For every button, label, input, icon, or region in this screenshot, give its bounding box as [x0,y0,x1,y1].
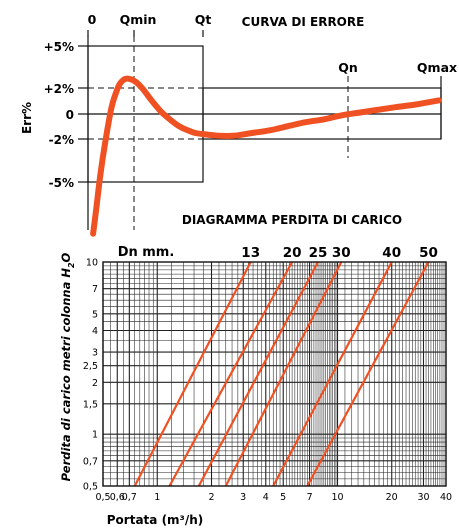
loss-x-tick-label: 0,5 [95,492,110,503]
dn-25-line [197,261,319,487]
error-y-tick-label: +5% [44,40,74,54]
loss-x-tick-label: 5 [280,492,286,503]
dn-20-line [168,261,294,487]
pressure-loss-chart: DIAGRAMMA PERDITA DI CARICO Dn mm. Perdi… [59,213,452,527]
dn-13-label: 13 [241,245,260,261]
loss-y-tick-label: 2 [92,378,98,389]
loss-x-tick-label: 0,6 [110,492,125,503]
error-curve-line [90,75,442,237]
loss-x-tick-label: 0,7 [122,492,137,503]
error-x-marker-label: Qn [338,60,358,75]
loss-plot-border [102,261,447,487]
loss-x-tick-label: 7 [307,492,313,503]
error-y-tick-label: -5% [49,176,74,190]
loss-y-tick-label: 1,5 [83,399,98,410]
loss-y-tick-label: 10 [86,258,98,269]
dn-25-label: 25 [309,245,328,261]
loss-y-tick-label: 4 [92,326,98,337]
dn-50-line [306,261,430,487]
loss-y-tick-label: 2,5 [83,361,98,372]
loss-x-tick-label: 3 [240,492,246,503]
dn-30-line [224,261,343,487]
dn-13-line [133,261,252,487]
loss-x-tick-label: 40 [440,492,452,503]
dn-30-label: 30 [332,245,351,261]
loss-x-tick-label: 20 [386,492,398,503]
loss-y-label-main: Perdita di carico metri colonna H [59,268,73,482]
dn-caption: Dn mm. [118,245,175,260]
error-x-marker-label: Qmax [417,60,457,75]
loss-y-tick-label: 3 [92,348,98,359]
loss-y-tick-label: 0,5 [83,482,98,493]
loss-x-tick-label: 2 [208,492,214,503]
loss-y-tick-label: 7 [92,284,98,295]
loss-y-label-end: O [59,252,73,262]
error-y-tick-label: 0 [66,108,74,122]
loss-x-axis-label: Portata (m³/h) [107,513,203,527]
dn-50-label: 50 [419,245,438,261]
loss-y-tick-label: 5 [92,309,98,320]
error-x-marker-label: Qt [195,12,212,27]
loss-y-tick-label: 0,7 [83,456,98,467]
loss-y-tick-label: 1 [92,430,98,441]
error-chart-title: CURVA DI ERRORE [242,15,365,29]
loss-y-axis-label: Perdita di carico metri colonna H2O [59,252,76,481]
error-x-marker-label: Qmin [120,12,157,27]
loss-x-tick-label: 4 [263,492,269,503]
error-curve-chart: CURVA DI ERRORE Err% +5% +2% 0 -2% -5% 0 Qmin Q… [20,12,457,237]
dn-40-line [272,261,393,487]
error-x-marker-label: 0 [88,12,97,27]
loss-y-label-sub: 2 [67,262,76,268]
dn-40-label: 40 [382,245,401,261]
loss-x-tick-label: 10 [331,492,343,503]
error-y-tick-label: +2% [44,82,74,96]
loss-x-tick-label: 30 [417,492,429,503]
loss-chart-title: DIAGRAMMA PERDITA DI CARICO [182,213,402,227]
error-y-axis-label: Err% [20,102,34,134]
error-y-tick-label: -2% [49,133,74,147]
dn-20-label: 20 [283,245,302,261]
loss-x-tick-label: 1 [154,492,160,503]
